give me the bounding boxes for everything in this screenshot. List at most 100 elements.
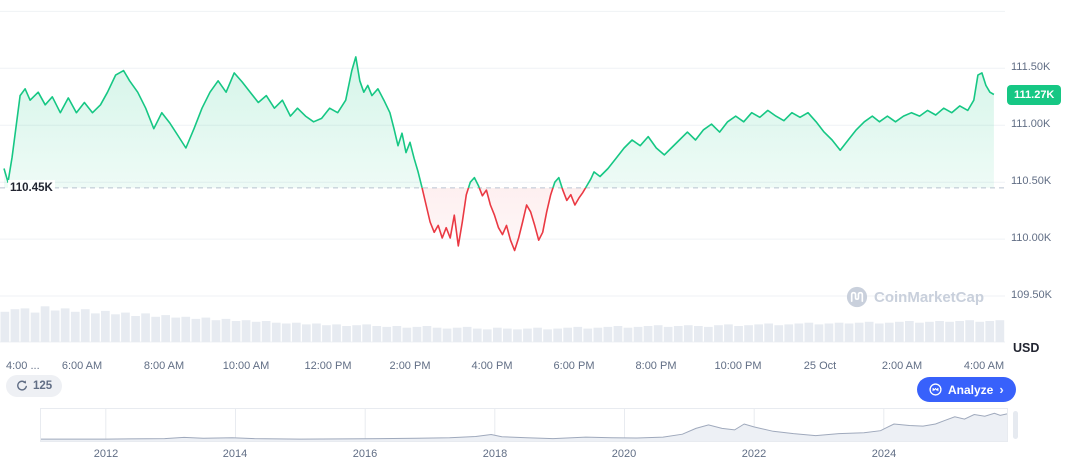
volume-bar [30, 312, 40, 342]
volume-bar [633, 326, 643, 342]
volume-bar [20, 308, 30, 342]
time-tick-label: 12:00 PM [304, 360, 352, 372]
volume-bar [80, 309, 90, 342]
volume-bar [362, 324, 371, 342]
volume-bar [101, 310, 110, 342]
volume-bar [683, 325, 693, 342]
time-tick-label: 6:00 AM [61, 360, 103, 372]
volume-bar [553, 328, 562, 342]
time-tick-label: 2:00 PM [389, 360, 431, 372]
volume-bar [181, 316, 191, 342]
volume-bar [241, 320, 251, 342]
volume-bar [995, 320, 1005, 342]
volume-bar [442, 328, 452, 342]
volume-bar [251, 321, 261, 342]
volume-bar [774, 325, 784, 342]
volume-bar [563, 327, 572, 342]
volume-bar [462, 326, 472, 342]
year-tick-label: 2018 [482, 448, 508, 460]
volume-bar [754, 324, 763, 342]
range-brush[interactable] [40, 408, 1008, 442]
year-tick-label: 2024 [871, 448, 897, 460]
analyze-label: Analyze [948, 382, 994, 397]
year-tick-label: 2020 [611, 448, 637, 460]
watermark: CoinMarketCap [846, 286, 984, 308]
volume-bar [593, 327, 603, 342]
time-tick-label: 10:00 AM [222, 360, 270, 372]
volume-bar [332, 324, 341, 342]
price-chart[interactable] [0, 0, 1007, 345]
volume-bar [342, 326, 351, 342]
volume-bar [422, 326, 432, 342]
volume-bar [734, 326, 743, 342]
volume-bar [271, 322, 281, 342]
analyze-button[interactable]: Analyze › [917, 377, 1016, 402]
volume-bar [493, 327, 502, 342]
volume-bar [322, 325, 331, 342]
volume-bar [392, 326, 402, 342]
volume-bar [673, 326, 683, 342]
volume-bar [161, 315, 170, 342]
currency-label: USD [1013, 341, 1040, 355]
volume-bar [513, 329, 522, 342]
volume-bar [91, 313, 100, 342]
history-count-button[interactable]: 125 [6, 375, 63, 397]
volume-bar [482, 329, 492, 342]
volume-bar [141, 313, 150, 342]
volume-bar [372, 326, 382, 342]
volume-bar [0, 311, 10, 342]
history-mini-chart[interactable] [41, 409, 1008, 441]
volume-bar [261, 321, 271, 342]
volume-bar [744, 325, 753, 342]
volume-bar [854, 322, 864, 342]
volume-bar [10, 309, 20, 342]
volume-bar [985, 321, 995, 342]
volume-bar [533, 327, 542, 342]
volume-bar [60, 308, 70, 342]
volume-bar [724, 324, 733, 342]
volume-bar [503, 328, 512, 342]
scrollbar-thumb[interactable] [1013, 411, 1018, 439]
volume-bar [714, 325, 723, 342]
time-tick-label: 4:00 PM [471, 360, 513, 372]
volume-bar [151, 316, 160, 342]
volume-bar [523, 328, 532, 342]
volume-bar [844, 323, 854, 342]
volume-bar [121, 312, 130, 342]
history-count: 125 [33, 380, 53, 392]
price-tick-label: 111.50K [1011, 61, 1051, 73]
volume-bar [382, 326, 392, 342]
volume-bar [824, 323, 834, 342]
history-icon [17, 380, 27, 391]
volume-bar [694, 326, 703, 342]
volume-bar [945, 321, 954, 342]
chevron-right-icon: › [999, 382, 1004, 397]
volume-bar [764, 323, 773, 342]
volume-bar [704, 326, 713, 342]
volume-bar [302, 324, 311, 342]
volume-bar [905, 321, 914, 342]
price-tick-label: 111.00K [1011, 118, 1051, 130]
volume-bar [653, 325, 663, 342]
volume-bar [874, 323, 884, 342]
volume-bar [111, 314, 120, 342]
volume-bar [895, 321, 904, 342]
volume-bar [834, 322, 844, 342]
volume-bar [312, 323, 321, 342]
volume-bar [965, 320, 974, 342]
volume-bar [864, 321, 874, 342]
volume-bar [613, 326, 623, 342]
time-tick-label: 6:00 PM [553, 360, 595, 372]
volume-bar [432, 327, 442, 342]
volume-bar [603, 326, 613, 342]
volume-bar [814, 324, 824, 342]
volume-bar [40, 306, 50, 342]
volume-bar [281, 323, 291, 342]
time-tick-label: 4:00 AM [963, 360, 1005, 372]
volume-bar [50, 310, 60, 342]
time-tick-label: 2:00 AM [881, 360, 923, 372]
volume-bar [292, 322, 301, 342]
coinmarketcap-logo-icon [846, 286, 868, 308]
volume-bar [915, 322, 924, 342]
volume-bar [623, 327, 633, 342]
